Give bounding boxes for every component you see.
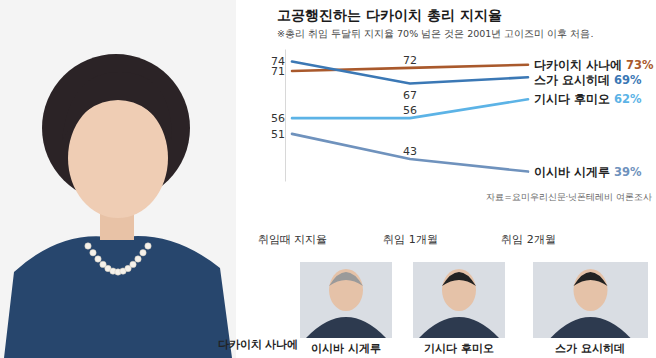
legend-name: 다카이치 사나에 (534, 58, 622, 72)
end-label: 다카이치 사나에 73% (534, 58, 654, 72)
small-portrait-face (329, 269, 363, 311)
end-value: 39% (614, 165, 642, 179)
small-portrait (533, 262, 648, 338)
portrait-face (68, 98, 168, 218)
small-portrait-bg (533, 262, 648, 338)
data-label: 56 (403, 104, 417, 117)
data-label: 72 (403, 54, 417, 67)
chart-svg: 다카이치 사나에이시바 시게루기시다 후미오스가 요시히데고공행진하는 다카이치… (0, 0, 656, 358)
pearl (85, 243, 91, 249)
pearl (90, 250, 96, 256)
x-tick-label: 취임때 지지율 (258, 233, 328, 246)
end-value: 62% (614, 92, 642, 106)
legend-name: 기시다 후미오 (534, 92, 610, 106)
x-tick-label: 취임 1개월 (383, 233, 438, 246)
small-portrait (300, 262, 392, 338)
pearl (145, 243, 151, 249)
end-value: 69% (614, 73, 642, 87)
subtitle: ※총리 취임 두달뒤 지지율 70% 넘은 것은 2001년 고이즈미 이후 처… (277, 28, 593, 39)
small-portrait-hair (574, 272, 608, 286)
small-portrait-face (574, 269, 608, 311)
end-label: 스가 요시히데 69% (534, 73, 642, 87)
photo-caption: 기시다 후미오 (424, 342, 494, 355)
small-portrait (413, 262, 505, 338)
lines (292, 62, 528, 172)
x-tick: 취임 2개월 (501, 232, 556, 246)
y-axis (285, 50, 286, 182)
small-portrait-bg (413, 262, 505, 338)
data-labels: 7172746756565143다카이치 사나에73%스가 요시히데69%기시다… (271, 54, 654, 179)
small-portrait-body (551, 317, 631, 338)
source: 자료=요미우리신문·닛폰테레비 여론조사 (486, 192, 652, 202)
legend-name: 스가 요시히데 (534, 73, 610, 87)
pearl (95, 256, 101, 262)
pearl (135, 256, 141, 262)
legend-name: 이시바 시게루 (534, 165, 610, 179)
end-label: 이시바 시게루 39% (534, 165, 642, 179)
end-value: 73% (626, 58, 654, 72)
small-portrait-body (306, 317, 386, 338)
portrait-bg (0, 0, 236, 358)
x-tick-label: 취임 2개월 (501, 233, 556, 246)
end-label: 기시다 후미오 62% (534, 92, 642, 106)
series-line (292, 134, 528, 172)
x-axis: 취임때 지지율 취임 1개월 취임 2개월 (258, 232, 556, 246)
small-portrait-body (419, 317, 499, 338)
title: 고공행진하는 다카이치 총리 지지율 (277, 7, 502, 23)
small-portrait-hair (329, 272, 363, 286)
portrait-fringe (62, 72, 172, 140)
x-tick: 취임때 지지율 (258, 232, 328, 246)
portraits (0, 0, 648, 358)
portrait-necklace (85, 243, 151, 275)
small-portrait-hair (442, 272, 476, 286)
data-label: 56 (271, 112, 285, 125)
portrait-body (4, 236, 232, 358)
pearl (140, 250, 146, 256)
data-label: 43 (403, 145, 417, 158)
small-portrait-face (442, 269, 476, 311)
photo-caption: 다카이치 사나에 (218, 338, 299, 351)
photo-caption: 이시바 시게루 (311, 342, 381, 355)
small-portrait-bg (300, 262, 392, 338)
data-label: 74 (271, 55, 285, 68)
photo-caption: 스가 요시히데 (555, 342, 625, 355)
data-label: 51 (271, 128, 285, 141)
y-axis-line (285, 50, 286, 182)
x-tick: 취임 1개월 (383, 232, 438, 246)
pearl (130, 261, 136, 267)
data-label: 67 (403, 89, 417, 102)
